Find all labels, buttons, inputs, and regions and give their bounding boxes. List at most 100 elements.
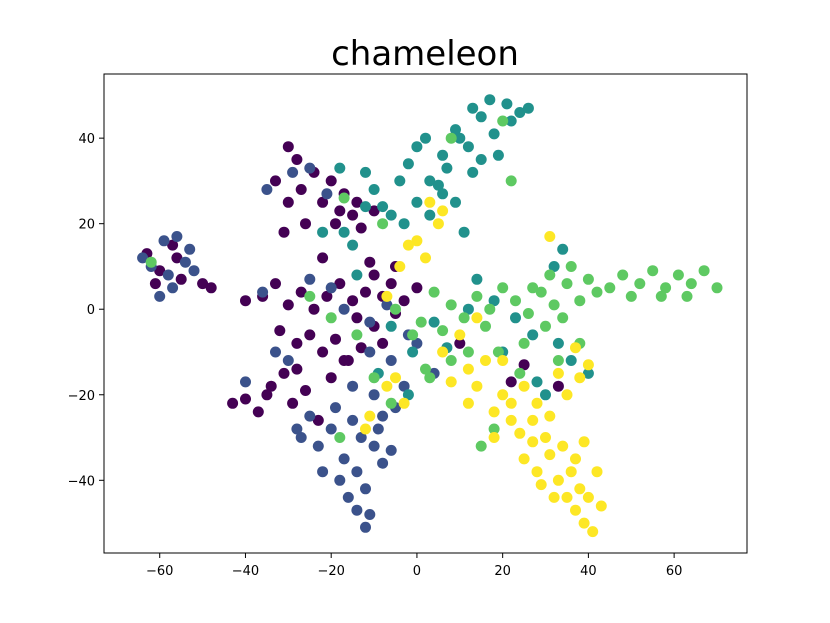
scatter-point-s4-56 (527, 414, 539, 426)
scatter-point-s0-41 (317, 346, 329, 358)
scatter-point-s4-17 (540, 432, 551, 443)
scatter-point-s0-57 (261, 389, 273, 401)
scatter-point-s0-16 (282, 196, 294, 208)
scatter-point-s2-16 (432, 179, 444, 191)
scatter-point-s1-26 (351, 466, 363, 478)
scatter-point-s0-50 (278, 367, 290, 379)
scatter-point-s3-45 (325, 312, 337, 324)
scatter-point-s3-56 (514, 367, 526, 379)
scatter-point-s0-2 (167, 239, 179, 251)
scatter-point-s1-50 (270, 346, 281, 358)
scatter-point-s2-3 (437, 149, 449, 161)
scatter-point-s2-24 (347, 239, 359, 251)
scatter-point-s4-39 (411, 235, 423, 247)
scatter-point-s3-38 (480, 320, 491, 332)
scatter-point-s3-23 (471, 290, 483, 302)
scatter-point-s4-47 (462, 397, 474, 409)
scatter-point-s1-36 (342, 491, 354, 503)
scatter-point-s3-44 (351, 329, 363, 341)
scatter-point-s1-21 (282, 355, 294, 366)
scatter-point-s4-1 (488, 406, 500, 418)
scatter-point-s0-19 (330, 218, 341, 230)
scatter-point-s2-52 (582, 367, 594, 379)
scatter-point-s2-12 (484, 94, 496, 106)
scatter-point-s2-33 (492, 149, 504, 161)
scatter-point-s0-25 (240, 295, 251, 307)
chart-title: chameleon (331, 34, 519, 74)
scatter-point-s4-21 (591, 466, 603, 478)
scatter-point-s4-20 (582, 491, 594, 503)
scatter-point-s4-48 (488, 432, 500, 443)
scatter-point-s0-8 (282, 141, 294, 153)
scatter-point-s0-7 (205, 282, 217, 294)
scatter-point-s3-6 (672, 269, 684, 281)
scatter-point-s0-6 (197, 278, 209, 290)
scatter-point-s3-33 (544, 269, 556, 281)
scatter-point-s3-10 (681, 290, 693, 302)
scatter-point-s3-15 (574, 295, 586, 307)
scatter-point-s4-5 (518, 453, 530, 465)
scatter-point-s4-46 (437, 346, 449, 358)
scatter-point-s3-9 (711, 282, 723, 294)
scatter-point-s2-28 (424, 209, 436, 221)
scatter-point-s3-35 (505, 175, 517, 187)
scatter-point-s4-31 (544, 410, 556, 422)
scatter-point-s4-40 (381, 380, 393, 392)
scatter-point-s0-49 (265, 380, 277, 392)
scatter-point-s3-22 (484, 303, 496, 315)
x-axis: −60 −40 −20 0 20 40 60 (146, 553, 682, 579)
scatter-point-s3-8 (698, 265, 710, 277)
scatter-point-s1-51 (240, 376, 251, 388)
scatter-point-s3-40 (445, 355, 457, 366)
scatter-point-s3-25 (445, 299, 457, 311)
scatter-point-s1-44 (368, 389, 380, 401)
scatter-point-s3-41 (420, 363, 431, 375)
scatter-point-s0-1 (154, 265, 166, 277)
scatter-point-s3-52 (445, 132, 457, 144)
scatter-point-s4-23 (471, 380, 483, 392)
scatter-point-s1-15 (304, 273, 316, 285)
scatter-point-s3-4 (647, 265, 659, 277)
scatter-point-s0-46 (377, 337, 389, 349)
scatter-point-s3-18 (535, 286, 547, 298)
scatter-point-s0-55 (338, 355, 350, 366)
scatter-point-s4-42 (398, 397, 410, 409)
scatter-point-s0-30 (308, 303, 320, 315)
scatter-point-s1-9 (171, 231, 183, 242)
scatter-point-s0-5 (171, 252, 183, 264)
scatter-point-s3-51 (497, 115, 509, 127)
scatter-point-s4-54 (437, 205, 449, 217)
scatter-point-s0-63 (411, 282, 423, 294)
scatter-point-s0-51 (287, 397, 299, 409)
scatter-point-s2-7 (488, 128, 500, 140)
scatter-point-s3-16 (561, 278, 573, 290)
scatter-point-s2-2 (424, 175, 436, 187)
scatter-point-s3-19 (522, 308, 534, 319)
scatter-point-s4-7 (544, 449, 556, 461)
scatter-point-s4-25 (480, 355, 491, 366)
scatter-point-s1-37 (351, 504, 363, 516)
x-tick-label: 0 (413, 564, 421, 579)
scatter-point-s2-11 (505, 115, 517, 127)
scatter-point-s0-44 (355, 342, 367, 354)
scatter-point-s3-48 (368, 372, 380, 384)
scatter-point-s0-31 (321, 290, 333, 302)
scatter-point-s1-31 (347, 414, 359, 426)
scatter-point-s3-24 (458, 312, 470, 324)
scatter-point-s1-32 (355, 432, 367, 443)
x-tick-label: 60 (666, 564, 683, 579)
scatter-point-s3-20 (510, 295, 521, 307)
scatter-point-s4-2 (505, 414, 517, 426)
scatter-point-s2-14 (454, 132, 466, 144)
scatter-point-s2-29 (437, 188, 449, 200)
scatter-point-s4-9 (561, 491, 573, 503)
scatter-point-s3-47 (338, 192, 350, 204)
scatter-point-s4-52 (544, 231, 556, 242)
scatter-point-s1-38 (304, 410, 316, 422)
scatter-point-s3-28 (415, 316, 427, 328)
scatter-point-s3-57 (424, 372, 436, 384)
scatter-point-s3-0 (145, 256, 157, 268)
scatter-point-s4-30 (531, 397, 543, 409)
scatter-point-s0-20 (347, 209, 359, 221)
scatter-point-s1-25 (338, 453, 350, 465)
